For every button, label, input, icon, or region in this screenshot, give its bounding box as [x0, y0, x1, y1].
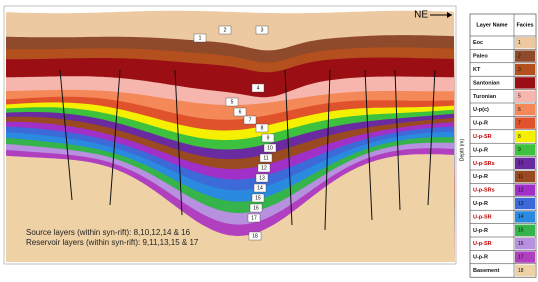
layer-tag-label: 13: [259, 175, 265, 181]
layer-tag-label: 2: [224, 27, 227, 33]
facies-number: 12: [518, 187, 524, 193]
note: Reservoir layers (within syn-rift): 9,11…: [26, 238, 199, 247]
header-cell: Facies: [516, 22, 533, 28]
note: Source layers (within syn-rift): 8,10,12…: [26, 228, 191, 237]
layer-name: U-p-SRs: [473, 188, 495, 194]
layer-tag-label: 11: [263, 155, 268, 161]
facies-number: 10: [518, 161, 524, 167]
direction-label: NE: [414, 10, 428, 21]
layer-tag-label: 7: [249, 117, 252, 123]
layer-name: U-p-R: [473, 255, 488, 261]
facies-number: 5: [518, 94, 521, 100]
facies-number: 11: [518, 174, 523, 180]
facies-number: 3: [518, 67, 521, 73]
layer-tag-label: 18: [252, 233, 258, 239]
layer-name: U-p-R: [473, 201, 488, 207]
layer-name: U-p-R: [473, 121, 488, 127]
depth-label: Depth (m): [459, 139, 465, 162]
layer-tag-label: 4: [257, 85, 260, 91]
layer-name: U-p-SR: [473, 134, 492, 140]
facies-number: 2: [518, 53, 521, 59]
layer-tag-label: 14: [257, 185, 263, 191]
figure: 123456789101112131415161718NEDepth (m)So…: [0, 0, 538, 282]
layer-tag-label: 6: [239, 109, 242, 115]
layer-tag-label: 16: [253, 205, 259, 211]
layer-tag-label: 15: [255, 195, 261, 201]
layer-name: U-p-SR: [473, 241, 492, 247]
layer-name: Basement: [473, 268, 499, 274]
facies-number: 16: [518, 241, 524, 247]
header-cell: Layer Name: [476, 22, 507, 28]
facies-number: 9: [518, 147, 521, 153]
layer-name: Paleo: [473, 54, 488, 60]
facies-number: 6: [518, 107, 521, 113]
layer-name: Eoc: [473, 40, 483, 46]
facies-number: 17: [518, 254, 524, 260]
layer-tag-label: 9: [267, 135, 270, 141]
facies-number: 14: [518, 214, 524, 220]
layer-name: Santonian: [473, 80, 500, 86]
facies-number: 18: [518, 268, 524, 274]
layer-tag-label: 10: [267, 145, 273, 151]
layer-name: Turonian: [473, 94, 497, 100]
facies-swatch: [515, 77, 535, 88]
layer-tag-label: 17: [251, 215, 257, 221]
layer-tag-label: 12: [261, 165, 267, 171]
facies-number: 7: [518, 120, 521, 126]
facies-number: 1: [518, 40, 521, 46]
facies-number: 15: [518, 228, 524, 234]
layer-name: U-p-R: [473, 174, 488, 180]
facies-number: 8: [518, 134, 521, 140]
layer-tag-label: 8: [261, 125, 264, 131]
layer-tag-label: 1: [199, 35, 202, 41]
layer-tag-label: 5: [231, 99, 234, 105]
layer-name: U-p-SR: [473, 214, 492, 220]
facies-number: 13: [518, 201, 524, 207]
layer-name: U-p-SRs: [473, 161, 495, 167]
layer-tag-label: 3: [261, 27, 264, 33]
layer-name: U-p-R: [473, 147, 488, 153]
legend-table: Layer Name Facies Eoc 1 Paleo 2 KT 3 Santonian Tu…: [470, 14, 536, 277]
layer-name: KT: [473, 67, 481, 73]
layer-name: U-p(c): [473, 107, 489, 113]
layer-name: U-p-R: [473, 228, 488, 234]
